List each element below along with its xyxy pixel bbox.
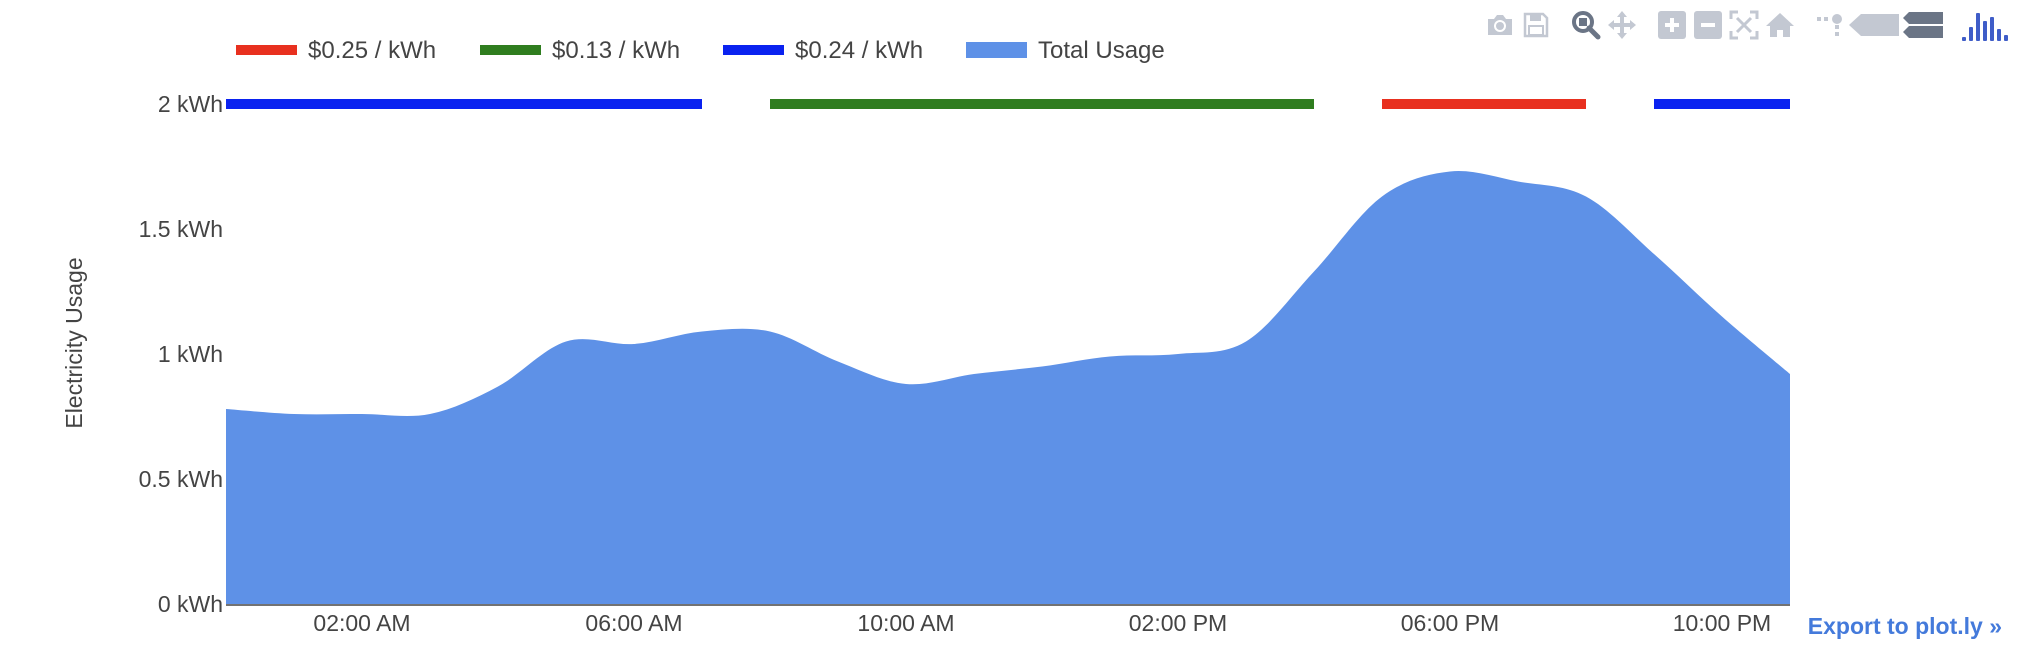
plotly-logo-icon[interactable] [1960, 8, 2010, 42]
y-tick-label: 1 kWh [158, 341, 223, 367]
hover-compare-icon[interactable] [1900, 8, 1946, 42]
legend-item-label: $0.13 / kWh [552, 37, 680, 64]
x-tick-label: 10:00 AM [857, 610, 954, 636]
spike-lines-icon[interactable] [1812, 8, 1848, 42]
x-tick-label: 06:00 PM [1401, 610, 1499, 636]
modebar [1468, 8, 2010, 42]
y-tick-label: 1.5 kWh [139, 216, 223, 242]
zoom-icon[interactable] [1568, 8, 1604, 42]
camera-icon[interactable] [1482, 8, 1518, 42]
legend[interactable]: $0.25 / kWh $0.13 / kWh $0.24 / kWh Total U… [236, 37, 1165, 64]
series-area-total-usage [226, 171, 1790, 604]
legend-item-label: $0.24 / kWh [795, 37, 923, 64]
legend-item-label: $0.25 / kWh [308, 37, 436, 64]
y-axis-title: Electricity Usage [61, 257, 87, 428]
pan-icon[interactable] [1604, 8, 1640, 42]
y-tick-label: 0.5 kWh [139, 466, 223, 492]
legend-item-label: Total Usage [1038, 37, 1165, 64]
hover-closest-icon[interactable] [1848, 8, 1900, 42]
save-icon[interactable] [1518, 8, 1554, 42]
x-tick-label: 02:00 AM [313, 610, 410, 636]
y-tick-label: 2 kWh [158, 91, 223, 117]
zoom-out-icon[interactable] [1690, 8, 1726, 42]
x-tick-label: 06:00 AM [585, 610, 682, 636]
axes: 0 kWh 0.5 kWh 1 kWh 1.5 kWh 2 kWh 02:00 AM 06:… [139, 91, 1790, 636]
export-to-plotly-link[interactable]: Export to plot.ly » [1807, 613, 2002, 639]
legend-swatch [236, 45, 297, 55]
zoom-in-icon[interactable] [1654, 8, 1690, 42]
autoscale-icon[interactable] [1726, 8, 1762, 42]
area-layer [226, 171, 1790, 604]
legend-swatch [966, 42, 1027, 58]
x-tick-label: 02:00 PM [1129, 610, 1227, 636]
legend-swatch [723, 45, 784, 55]
home-icon[interactable] [1762, 8, 1798, 42]
legend-swatch [480, 45, 541, 55]
y-tick-label: 0 kWh [158, 591, 223, 617]
x-tick-label: 10:00 PM [1673, 610, 1771, 636]
